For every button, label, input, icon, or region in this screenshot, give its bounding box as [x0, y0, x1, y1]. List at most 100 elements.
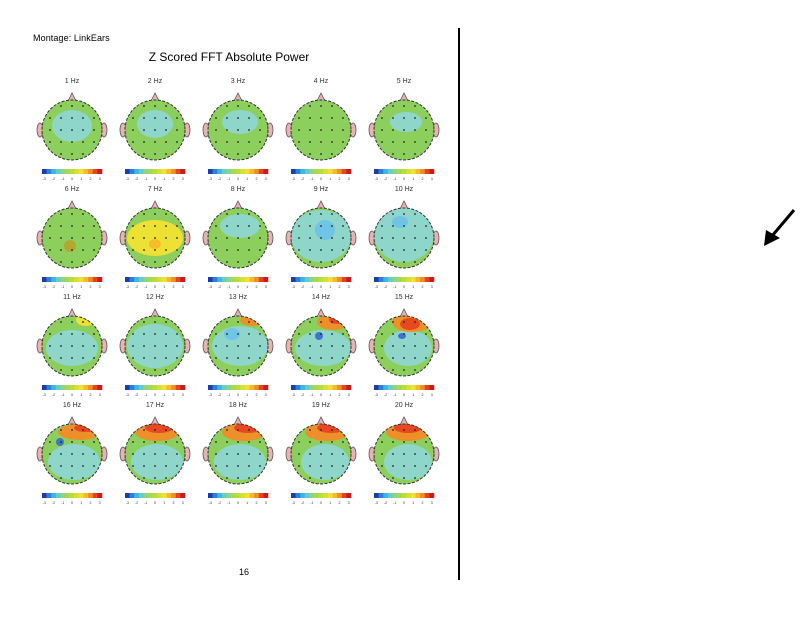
- electrode-dot: [71, 249, 73, 251]
- electrode-dot: [309, 153, 311, 155]
- colorbar-swatch: [157, 385, 163, 390]
- electrode-dot: [215, 357, 217, 359]
- colorbar-tick-label: 0: [320, 285, 322, 289]
- colorbar-swatch: [309, 493, 315, 498]
- colorbar-swatch: [134, 169, 140, 174]
- colorbar-tick-label: 3: [348, 177, 350, 181]
- electrode-dot: [226, 465, 228, 467]
- colorbar-swatch: [51, 493, 57, 498]
- electrode-dot: [176, 141, 178, 143]
- electrode-dot: [414, 477, 416, 479]
- colorbar-swatch: [88, 385, 94, 390]
- colorbar-swatch: [309, 277, 315, 282]
- electrode-dot: [60, 477, 62, 479]
- electrode-dot: [320, 153, 322, 155]
- electrode-dot: [176, 345, 178, 347]
- colorbar: -3 -2 -1 0 1 2 3: [125, 169, 186, 181]
- topomap-head: -3 -2 -1 0 1 2 3: [202, 200, 274, 289]
- colorbar-swatch: [420, 385, 426, 390]
- colorbar-tick-label: 0: [154, 393, 156, 397]
- colorbar-swatch: [429, 277, 435, 282]
- page-title: Z Scored FFT Absolute Power: [148, 50, 310, 64]
- colorbar-tick-label: 2: [421, 177, 423, 181]
- electrode-dot: [82, 117, 84, 119]
- topomap-frequency-label: 9 Hz: [313, 186, 329, 193]
- electrode-dot: [143, 105, 145, 107]
- topomap-head: -3 -2 -1 0 1 2 3: [36, 416, 108, 505]
- colorbar-swatch: [374, 169, 379, 174]
- electrode-dot: [403, 441, 405, 443]
- electrode-dot: [132, 333, 134, 335]
- electrode-dot: [93, 225, 95, 227]
- topomap: 9 Hz -3 -2 -1 0 1 2 3: [279, 186, 363, 294]
- electrode-dot: [237, 453, 239, 455]
- colorbar-swatch: [161, 169, 167, 174]
- electrode-dot: [392, 465, 394, 467]
- colorbar-swatch: [332, 277, 338, 282]
- electrode-dot: [143, 261, 145, 263]
- topomap-head: -3 -2 -1 0 1 2 3: [36, 200, 108, 289]
- colorbar-swatch: [397, 277, 402, 282]
- colorbar-swatch: [92, 493, 98, 498]
- electrode-dot: [165, 465, 167, 467]
- colorbar-swatch: [212, 277, 218, 282]
- colorbar-tick-label: -2: [301, 177, 304, 181]
- electrode-dot: [143, 465, 145, 467]
- colorbar-tick-label: -3: [375, 393, 378, 397]
- colorbar-swatch: [65, 169, 70, 174]
- electrode-dot: [403, 141, 405, 143]
- topomap-frequency-label: 2 Hz: [147, 78, 163, 85]
- electrode-dot: [82, 453, 84, 455]
- colorbar-tick-label: -1: [61, 177, 64, 181]
- electrode-dot: [342, 117, 344, 119]
- colorbar-swatch: [346, 277, 352, 282]
- colorbar-tick-label: 1: [329, 177, 331, 181]
- colorbar-tick-label: -3: [126, 393, 129, 397]
- colorbar-tick-label: -2: [52, 285, 55, 289]
- electrode-dot: [132, 357, 134, 359]
- colorbar-swatch: [244, 277, 250, 282]
- colorbar-swatch: [254, 277, 260, 282]
- colorbar-swatch: [332, 385, 338, 390]
- colorbar-swatch: [69, 385, 75, 390]
- colorbar-swatch: [337, 277, 343, 282]
- electrode-dot: [237, 441, 239, 443]
- colorbar-tick-label: 3: [265, 393, 267, 397]
- electrode-dot: [309, 129, 311, 131]
- electrode-dot: [60, 117, 62, 119]
- colorbar-swatch: [291, 169, 296, 174]
- colorbar-swatch: [387, 493, 393, 498]
- colorbar-swatch: [323, 169, 329, 174]
- page-divider: [458, 28, 460, 580]
- electrode-dot: [392, 321, 394, 323]
- topomap-head: -3 -2 -1 0 1 2 3: [36, 92, 108, 181]
- colorbar: -3 -2 -1 0 1 2 3: [125, 385, 186, 397]
- electrode-dot: [215, 141, 217, 143]
- power-region: [392, 216, 408, 228]
- electrode-dot: [248, 237, 250, 239]
- electrode-dot: [93, 357, 95, 359]
- colorbar-swatch: [143, 493, 149, 498]
- colorbar-swatch: [410, 169, 416, 174]
- colorbar-tick-label: 2: [338, 177, 340, 181]
- colorbar-tick-label: 0: [403, 501, 405, 505]
- topomap: 3 Hz -3 -2 -1 0 1 2 3: [196, 78, 280, 186]
- colorbar: -3 -2 -1 0 1 2 3: [374, 277, 435, 289]
- electrode-dot: [132, 129, 134, 131]
- electrode-dot: [320, 141, 322, 143]
- colorbar-tick-label: -1: [310, 501, 313, 505]
- power-region: [149, 239, 161, 249]
- topomap: 4 Hz -3 -2 -1 0 1 2 3: [279, 78, 363, 186]
- electrode-dot: [320, 117, 322, 119]
- colorbar-swatch: [83, 169, 89, 174]
- colorbar-tick-label: 3: [431, 285, 433, 289]
- electrode-dot: [154, 153, 156, 155]
- electrode-dot: [309, 357, 311, 359]
- colorbar-swatch: [221, 385, 227, 390]
- electrode-dot: [71, 117, 73, 119]
- colorbar-swatch: [166, 277, 172, 282]
- colorbar: -3 -2 -1 0 1 2 3: [208, 493, 269, 505]
- colorbar-tick-label: 3: [431, 501, 433, 505]
- electrode-dot: [215, 441, 217, 443]
- electrode-dot: [143, 225, 145, 227]
